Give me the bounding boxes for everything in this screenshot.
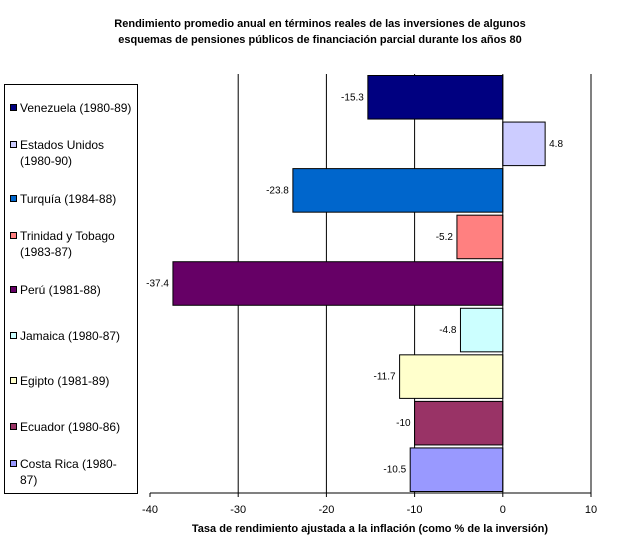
chart-legend: Venezuela (1980-89) Estados Unidos (1980-9… [4, 84, 138, 494]
bar [172, 261, 504, 306]
data-label: -10.5 [383, 465, 406, 476]
data-label: -10 [396, 418, 411, 429]
legend-label: Perú (1981-88) [20, 283, 101, 297]
data-label: -23.8 [266, 185, 289, 196]
legend-item: Venezuela (1980-89) [10, 100, 136, 116]
legend-item: Egipto (1981-89) [10, 373, 136, 389]
data-label: -37.4 [146, 279, 169, 290]
legend-label: Ecuador (1980-86) [20, 419, 121, 434]
bar [409, 447, 504, 493]
bar [502, 121, 546, 167]
bar [414, 400, 504, 446]
legend-label: Venezuela (1980-89) [20, 100, 132, 115]
legend-item: Jamaica (1980-87) [10, 328, 136, 344]
legend-label: (1980-90) [20, 154, 73, 169]
chart-title: Rendimiento promedio anual en términos r… [60, 16, 580, 48]
x-tick-label: -40 [142, 504, 158, 516]
legend-swatch [10, 377, 17, 385]
legend-label: Estados Unidos [20, 138, 105, 153]
data-label: -4.8 [439, 325, 457, 336]
data-label: -15.3 [341, 92, 364, 103]
legend-item: Perú (1981-88) [10, 282, 136, 298]
chart-title-line-2: esquemas de pensiones públicos de financ… [118, 34, 522, 46]
x-tick-label: -30 [230, 504, 246, 516]
legend-item: Turquía (1984-88) [10, 191, 136, 207]
legend-label: Turquía (1984-88) [20, 191, 117, 206]
legend-label: Jamaica (1980-87) [20, 328, 121, 343]
x-tick-label: 10 [585, 504, 597, 516]
legend-swatch [10, 103, 17, 111]
bar [399, 354, 504, 399]
data-label: -11.7 [374, 372, 396, 383]
x-axis-title: Tasa de rendimiento ajustada a la inflac… [191, 523, 549, 535]
bar [292, 168, 504, 213]
legend-swatch [10, 232, 17, 240]
legend-label: Trinidad y Tobago [20, 229, 115, 244]
legend-swatch [10, 331, 17, 339]
chart-title-line-1: Rendimiento promedio anual en términos r… [114, 18, 526, 30]
legend-item: Estados Unidos (1980-90) [10, 137, 136, 169]
legend-item: Costa Rica (1980- 87) [10, 456, 136, 488]
x-tick-label: 0 [500, 504, 506, 516]
legend-item: Trinidad y Tobago (1983-87) [10, 228, 136, 260]
legend-swatch [10, 194, 17, 202]
legend-label: Egipto (1981-89) [20, 374, 110, 389]
bar [459, 307, 504, 353]
legend-label: 87) [20, 473, 38, 488]
data-label: 4.8 [549, 139, 563, 150]
legend-swatch [10, 286, 17, 293]
legend-label: Costa Rica (1980- [20, 457, 117, 472]
legend-swatch [10, 422, 17, 430]
x-tick-label: -20 [318, 504, 334, 516]
legend-label: (1983-87) [20, 245, 73, 260]
data-label: -5.2 [436, 232, 454, 243]
bar [367, 75, 504, 120]
bar [456, 214, 504, 260]
legend-swatch [10, 460, 17, 468]
legend-swatch [10, 141, 17, 149]
legend-item: Ecuador (1980-86) [10, 419, 136, 435]
x-tick-label: -10 [407, 504, 423, 516]
